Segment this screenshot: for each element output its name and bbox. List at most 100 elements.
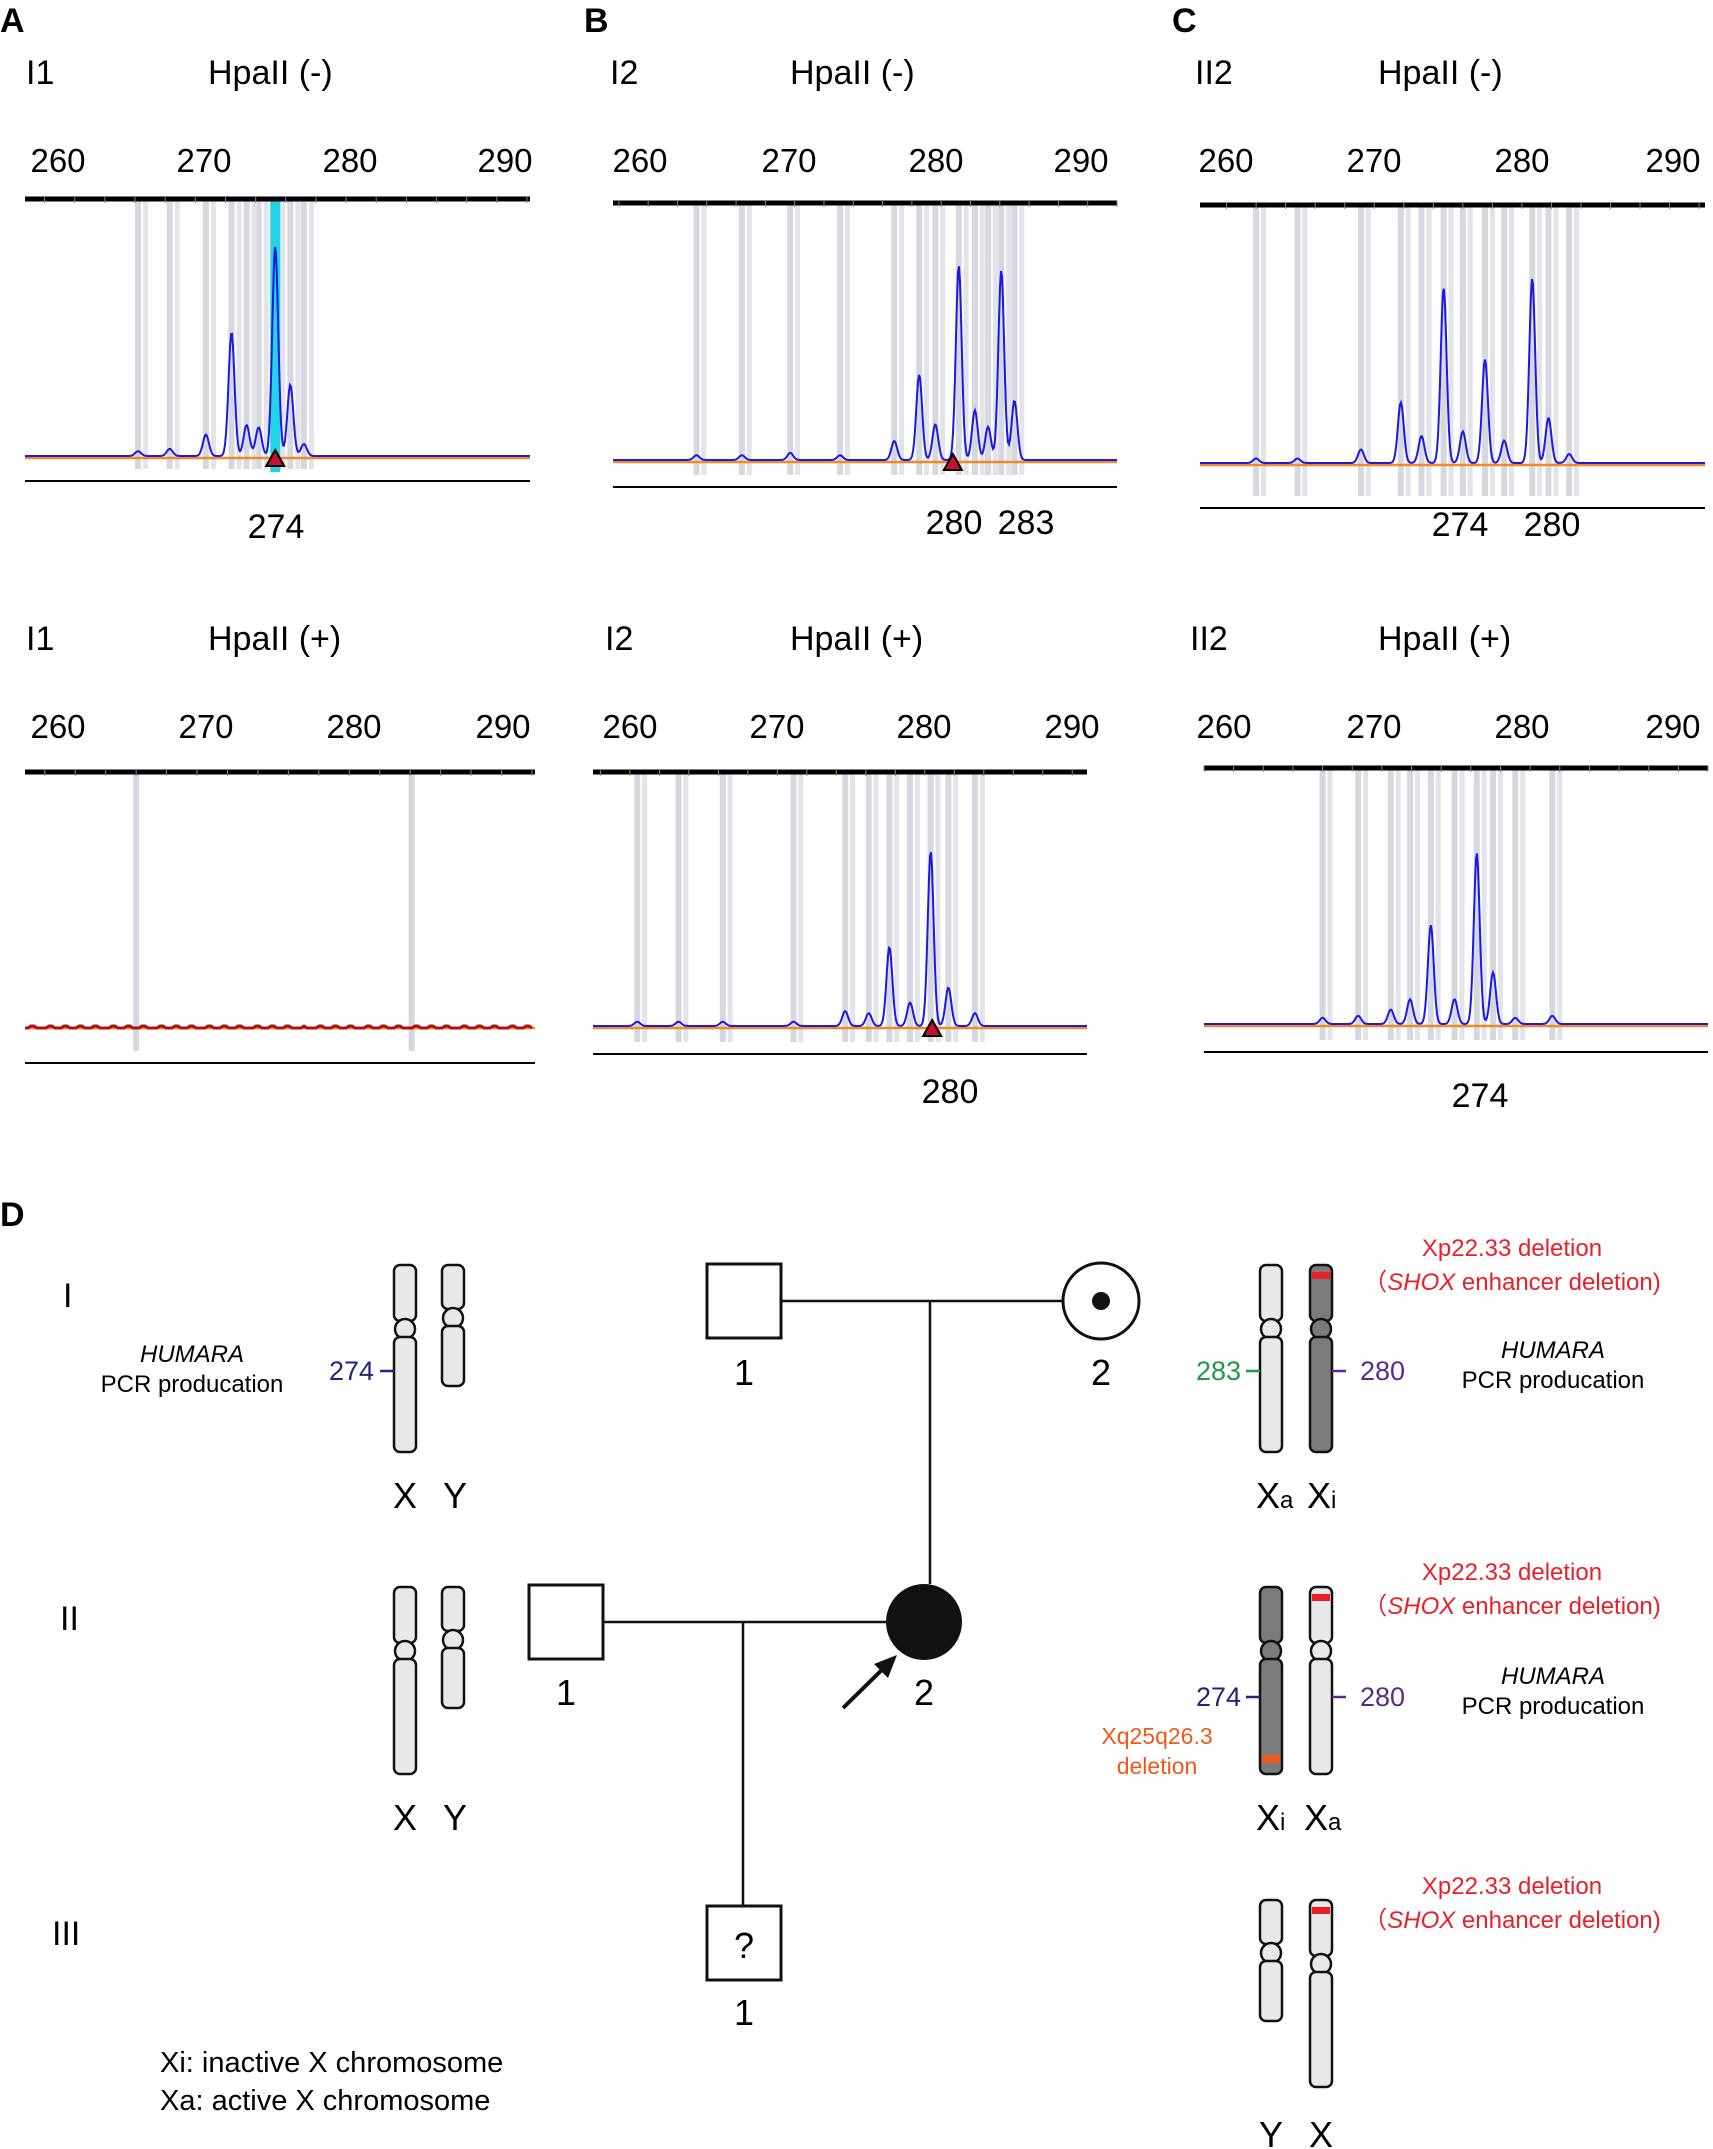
- chromosome-label-xi: Xi: [1307, 1475, 1336, 1516]
- carrier-dot: [1092, 1292, 1110, 1310]
- xi-long-arm: [1308, 1335, 1334, 1454]
- sample-label: II2: [1195, 54, 1233, 92]
- peak-call-marker: [264, 447, 286, 467]
- chromosomes-iii1: Xp22.33 deletion （SHOX enhancer deletion…: [1258, 1873, 1661, 2149]
- bin-bar: [899, 203, 905, 475]
- bin-bar: [1440, 205, 1447, 496]
- xa-sub: a: [1328, 1809, 1342, 1836]
- xa-long-arm: [1258, 1335, 1284, 1454]
- electropherogram-b-top: I2 HpaII (-) 260 270 280 290 280 283: [610, 54, 1118, 542]
- allele-size-label: 283: [1196, 1356, 1241, 1386]
- male-symbol-i1: [705, 1262, 783, 1340]
- bin-bar: [300, 199, 307, 469]
- bin-bar: [280, 199, 286, 469]
- size-axis: 260 270 280 290: [612, 142, 1108, 179]
- chromosomes-i1: 274 HUMARA PCR producation X Y: [101, 1263, 467, 1516]
- bin-bar: [914, 772, 920, 1042]
- xi-base: X: [1256, 1797, 1280, 1838]
- y-chromosome-short-arm: [440, 1263, 466, 1311]
- bin-bar: [979, 203, 985, 475]
- bin-bar: [236, 199, 242, 469]
- x-chromosome-long-arm: [392, 1335, 418, 1454]
- electropherogram-b-bottom: I2 HpaII (+) 260 270 280 290 280: [593, 620, 1100, 1111]
- panel-b: B I2 HpaII (-) 260 270 280 290 280 283 I…: [584, 2, 1118, 1111]
- signal-trace: [613, 266, 1117, 461]
- bin-bar: [1365, 205, 1371, 496]
- panel-letter-d: D: [0, 1196, 25, 1234]
- xi-sub: i: [1331, 1487, 1336, 1514]
- bin-bar: [693, 203, 700, 475]
- chromosome-label-xa: Xa: [1256, 1475, 1294, 1516]
- bin-bar: [1557, 768, 1563, 1040]
- allele-size-label: 274: [1196, 1682, 1241, 1712]
- bin-bar: [1302, 205, 1308, 496]
- chromosome-label-y: Y: [443, 1475, 467, 1516]
- selected-peak-highlight: [270, 199, 281, 472]
- chromosomes-ii1: X Y: [392, 1585, 467, 1838]
- individual-number: 2: [914, 1672, 934, 1713]
- signal-trace: [593, 852, 1087, 1027]
- allele-peak-label: 274: [1432, 506, 1489, 544]
- gene-name: SHOX: [1387, 1907, 1456, 1934]
- size-axis: 260 270 280 290: [602, 708, 1099, 745]
- bin-bar: [1459, 768, 1465, 1040]
- bin-bar: [1448, 205, 1454, 496]
- deletion-rest: enhancer deletion): [1455, 1269, 1660, 1296]
- unknown-male-symbol-iii1: [705, 1904, 783, 1982]
- sample-label: I2: [605, 620, 633, 658]
- generation-label-iii: III: [52, 1915, 80, 1953]
- tick-label: 270: [749, 708, 804, 745]
- bin-bar: [295, 199, 301, 469]
- chromosome-label-x: X: [393, 1475, 417, 1516]
- tick-label: 260: [30, 142, 85, 179]
- chromosome-label-y: Y: [443, 1797, 467, 1838]
- chromosome-label-x: X: [393, 1797, 417, 1838]
- bin-bar: [1435, 768, 1441, 1040]
- male-symbol-ii1: [527, 1583, 605, 1661]
- bin-bar: [945, 772, 952, 1042]
- bin-bar: [1355, 768, 1362, 1040]
- shox-deletion-mark: [1312, 1907, 1330, 1914]
- bin-bar: [979, 772, 985, 1042]
- tick-label: 290: [477, 142, 532, 179]
- bin-bar: [1549, 768, 1556, 1040]
- xi-short-arm: [1258, 1585, 1284, 1645]
- bin-bar: [634, 772, 641, 1042]
- enzyme-label: HpaII (-): [1378, 54, 1503, 92]
- paren: （: [1363, 1269, 1387, 1296]
- tick-label: 270: [761, 142, 816, 179]
- bin-bar: [963, 203, 969, 475]
- bin-bar: [133, 772, 140, 1051]
- allele-size-label: 280: [1360, 1682, 1405, 1712]
- bin-bar: [1481, 205, 1488, 496]
- chromosome-label-x: X: [1309, 2114, 1333, 2149]
- deletion-rest: enhancer deletion): [1455, 1907, 1660, 1934]
- electropherogram-a-bottom: I1 HpaII (+) 260 270 280 290: [25, 620, 535, 1064]
- allele-peak-label: 283: [998, 504, 1055, 542]
- bin-bar: [675, 772, 682, 1042]
- electropherogram-c-top: II2 HpaII (-) 260 270 280 290 274 280: [1195, 54, 1705, 544]
- pcr-label: PCR producation: [101, 1371, 284, 1398]
- bin-bar: [243, 199, 250, 469]
- enzyme-label: HpaII (+): [790, 620, 923, 658]
- bin-bar: [1574, 205, 1580, 496]
- tick-label: 260: [30, 708, 85, 745]
- tick-label: 290: [1053, 142, 1108, 179]
- bin-bar: [683, 772, 689, 1042]
- individual-number: 1: [556, 1672, 576, 1713]
- chromosome-label-xi: Xi: [1256, 1797, 1285, 1838]
- bin-bar: [166, 199, 173, 469]
- tick-label: 290: [475, 708, 530, 745]
- bin-bar: [1489, 205, 1495, 496]
- bin-bar: [1481, 768, 1487, 1040]
- x-chromosome-short-arm: [392, 1585, 418, 1645]
- xa-base: X: [1256, 1475, 1280, 1516]
- bin-bar: [971, 203, 978, 475]
- tick-label: 280: [1494, 708, 1549, 745]
- bin-bar: [408, 772, 415, 1051]
- panel-letter-b: B: [584, 2, 609, 40]
- bin-bar: [1566, 205, 1573, 496]
- bin-bar: [1426, 205, 1432, 496]
- signal-trace: [1200, 278, 1705, 464]
- shox-deletion-mark: [1312, 1594, 1330, 1601]
